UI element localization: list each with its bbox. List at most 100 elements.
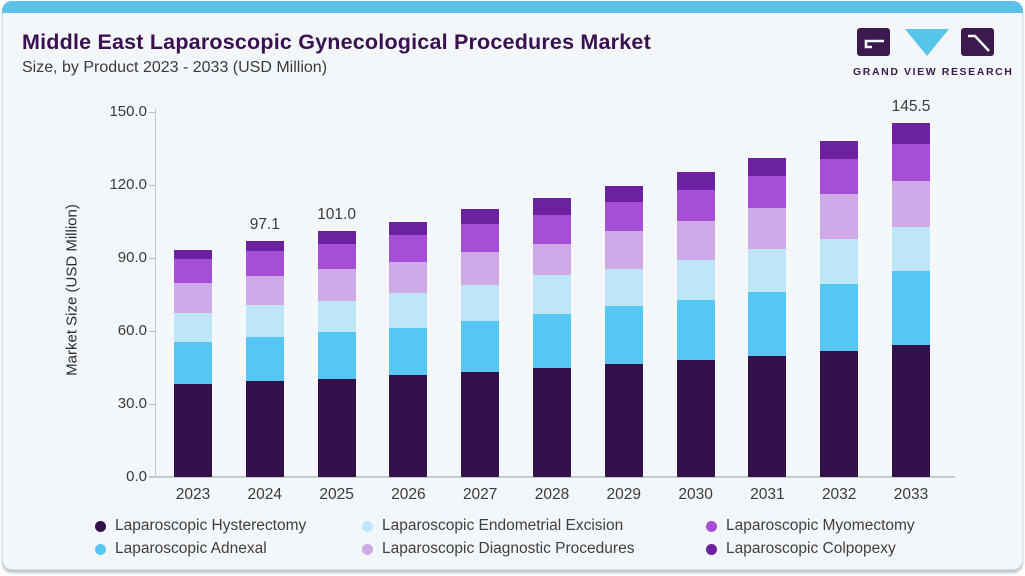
- x-tick-label-2026: 2026: [391, 486, 426, 503]
- bar-segment-2025-laparoscopic-endometrial-excision: [317, 300, 356, 333]
- bar-segment-2028-laparoscopic-adnexal: [533, 313, 571, 368]
- bar-segment-2032-laparoscopic-myomectomy: [820, 158, 859, 194]
- y-tick-mark: [149, 112, 155, 114]
- legend-label: Laparoscopic Colpopexy: [726, 540, 896, 557]
- bar-segment-2028-laparoscopic-myomectomy: [533, 214, 571, 244]
- bar-segment-2028-laparoscopic-hysterectomy: [533, 368, 571, 477]
- bar-segment-2030-laparoscopic-colpopexy: [676, 172, 715, 190]
- bar-value-label-2025: 101.0: [317, 206, 356, 224]
- legend-label: Laparoscopic Endometrial Excision: [382, 517, 624, 534]
- y-tick-mark: [149, 331, 155, 333]
- bar-segment-2027-laparoscopic-endometrial-excision: [461, 284, 500, 322]
- bar-2024: [245, 240, 284, 477]
- bar-value-label-2033: 145.5: [891, 97, 931, 115]
- legend-marker-icon: [362, 543, 373, 555]
- legend-marker-icon: [706, 520, 717, 532]
- bar-segment-2032-laparoscopic-colpopexy: [820, 141, 859, 159]
- x-tick-label-2029: 2029: [606, 486, 642, 503]
- bar-segment-2027-laparoscopic-adnexal: [461, 321, 500, 372]
- chart-subtitle: Size, by Product 2023 - 2033 (USD Millio…: [22, 59, 328, 76]
- bar-segment-2024-laparoscopic-myomectomy: [245, 250, 284, 276]
- bar-segment-2032-laparoscopic-diagnostic-procedures: [820, 193, 859, 239]
- legend-marker-icon: [362, 520, 373, 532]
- bar-segment-2023-laparoscopic-myomectomy: [174, 258, 212, 283]
- bar-segment-2026-laparoscopic-colpopexy: [389, 221, 428, 235]
- bar-segment-2031-laparoscopic-endometrial-excision: [748, 248, 787, 293]
- bar-segment-2027-laparoscopic-colpopexy: [461, 209, 500, 225]
- bar-segment-2029-laparoscopic-adnexal: [604, 306, 643, 364]
- bar-segment-2031-laparoscopic-colpopexy: [748, 158, 787, 176]
- bar-segment-2026-laparoscopic-myomectomy: [389, 234, 428, 262]
- y-axis-title: Market Size (USD Million): [63, 204, 81, 376]
- bar-2028: [533, 198, 571, 477]
- bar-2029: [604, 185, 643, 477]
- x-axis-line: [149, 476, 955, 478]
- x-tick-label-2033: 2033: [893, 486, 929, 503]
- bar-segment-2028-laparoscopic-colpopexy: [533, 198, 571, 215]
- y-tick-mark: [149, 404, 155, 405]
- bar-segment-2023-laparoscopic-endometrial-excision: [174, 312, 212, 342]
- bar-segment-2029-laparoscopic-endometrial-excision: [604, 268, 643, 307]
- bar-segment-2025-laparoscopic-adnexal: [317, 332, 356, 379]
- bar-segment-2027-laparoscopic-diagnostic-procedures: [461, 251, 500, 285]
- bar-segment-2024-laparoscopic-hysterectomy: [245, 380, 284, 477]
- y-tick-label: 120.0: [109, 176, 147, 194]
- page-title: Middle East Laparoscopic Gynecological P…: [22, 30, 651, 54]
- legend-marker-icon: [95, 543, 106, 555]
- y-tick-label: 30.0: [117, 395, 147, 412]
- bar-segment-2026-laparoscopic-adnexal: [389, 328, 428, 376]
- legend-item-laparoscopic-diagnostic-procedures: Laparoscopic Diagnostic Procedures: [362, 540, 634, 558]
- y-tick-label: 0.0: [126, 468, 147, 485]
- bar-segment-2026-laparoscopic-endometrial-excision: [389, 292, 428, 329]
- bar-2023: [174, 249, 212, 477]
- bar-segment-2030-laparoscopic-diagnostic-procedures: [676, 220, 715, 261]
- x-tick-label-2023: 2023: [175, 486, 211, 503]
- bar-segment-2024-laparoscopic-adnexal: [245, 337, 284, 381]
- y-tick-label: 90.0: [117, 249, 147, 267]
- y-tick-label: 60.0: [117, 322, 147, 340]
- bar-segment-2033-laparoscopic-myomectomy: [892, 143, 930, 182]
- logo-wordmark: GRAND VIEW RESEARCH: [853, 66, 1014, 78]
- bar-segment-2031-laparoscopic-diagnostic-procedures: [748, 207, 787, 249]
- bar-segment-2029-laparoscopic-hysterectomy: [604, 363, 643, 477]
- bar-segment-2028-laparoscopic-diagnostic-procedures: [533, 243, 571, 275]
- bar-segment-2024-laparoscopic-diagnostic-procedures: [245, 275, 284, 305]
- bar-segment-2028-laparoscopic-endometrial-excision: [533, 274, 571, 314]
- bar-2031: [748, 158, 787, 477]
- bar-segment-2031-laparoscopic-myomectomy: [748, 175, 787, 208]
- x-tick-label-2031: 2031: [750, 486, 785, 503]
- y-tick-mark: [149, 258, 155, 260]
- legend-marker-icon: [706, 543, 717, 555]
- bar-segment-2029-laparoscopic-colpopexy: [604, 185, 643, 203]
- bar-2027: [461, 209, 500, 477]
- bar-segment-2029-laparoscopic-diagnostic-procedures: [604, 231, 643, 269]
- bar-segment-2033-laparoscopic-endometrial-excision: [892, 226, 930, 272]
- bar-segment-2026-laparoscopic-diagnostic-procedures: [389, 261, 428, 293]
- bar-segment-2025-laparoscopic-colpopexy: [317, 231, 356, 244]
- bar-2025: [317, 231, 356, 477]
- bar-2030: [676, 172, 715, 477]
- x-tick-label-2030: 2030: [678, 486, 713, 503]
- bar-segment-2024-laparoscopic-colpopexy: [245, 240, 284, 251]
- legend-item-laparoscopic-colpopexy: Laparoscopic Colpopexy: [706, 540, 896, 558]
- accent-bar: [2, 1, 1023, 13]
- legend-label: Laparoscopic Myomectomy: [726, 517, 915, 534]
- grand-view-research-logo: GRAND VIEW RESEARCH: [853, 28, 1014, 78]
- bar-segment-2030-laparoscopic-endometrial-excision: [676, 260, 715, 301]
- x-tick-label-2032: 2032: [821, 486, 857, 503]
- legend-item-laparoscopic-hysterectomy: Laparoscopic Hysterectomy: [95, 517, 306, 535]
- bar-segment-2025-laparoscopic-myomectomy: [317, 243, 356, 269]
- bar-segment-2032-laparoscopic-adnexal: [820, 283, 859, 352]
- bar-segment-2033-laparoscopic-adnexal: [892, 271, 930, 345]
- legend-item-laparoscopic-adnexal: Laparoscopic Adnexal: [95, 540, 267, 558]
- bar-segment-2023-laparoscopic-adnexal: [174, 341, 212, 384]
- bar-segment-2030-laparoscopic-myomectomy: [676, 189, 715, 221]
- legend-item-laparoscopic-endometrial-excision: Laparoscopic Endometrial Excision: [362, 517, 623, 535]
- bar-2032: [820, 141, 859, 477]
- bar-segment-2032-laparoscopic-endometrial-excision: [820, 238, 859, 284]
- bar-2026: [389, 221, 428, 477]
- x-tick-label-2025: 2025: [319, 486, 354, 503]
- bar-segment-2030-laparoscopic-hysterectomy: [676, 360, 715, 477]
- y-tick-label: 150.0: [109, 103, 147, 121]
- y-tick-mark: [149, 185, 155, 187]
